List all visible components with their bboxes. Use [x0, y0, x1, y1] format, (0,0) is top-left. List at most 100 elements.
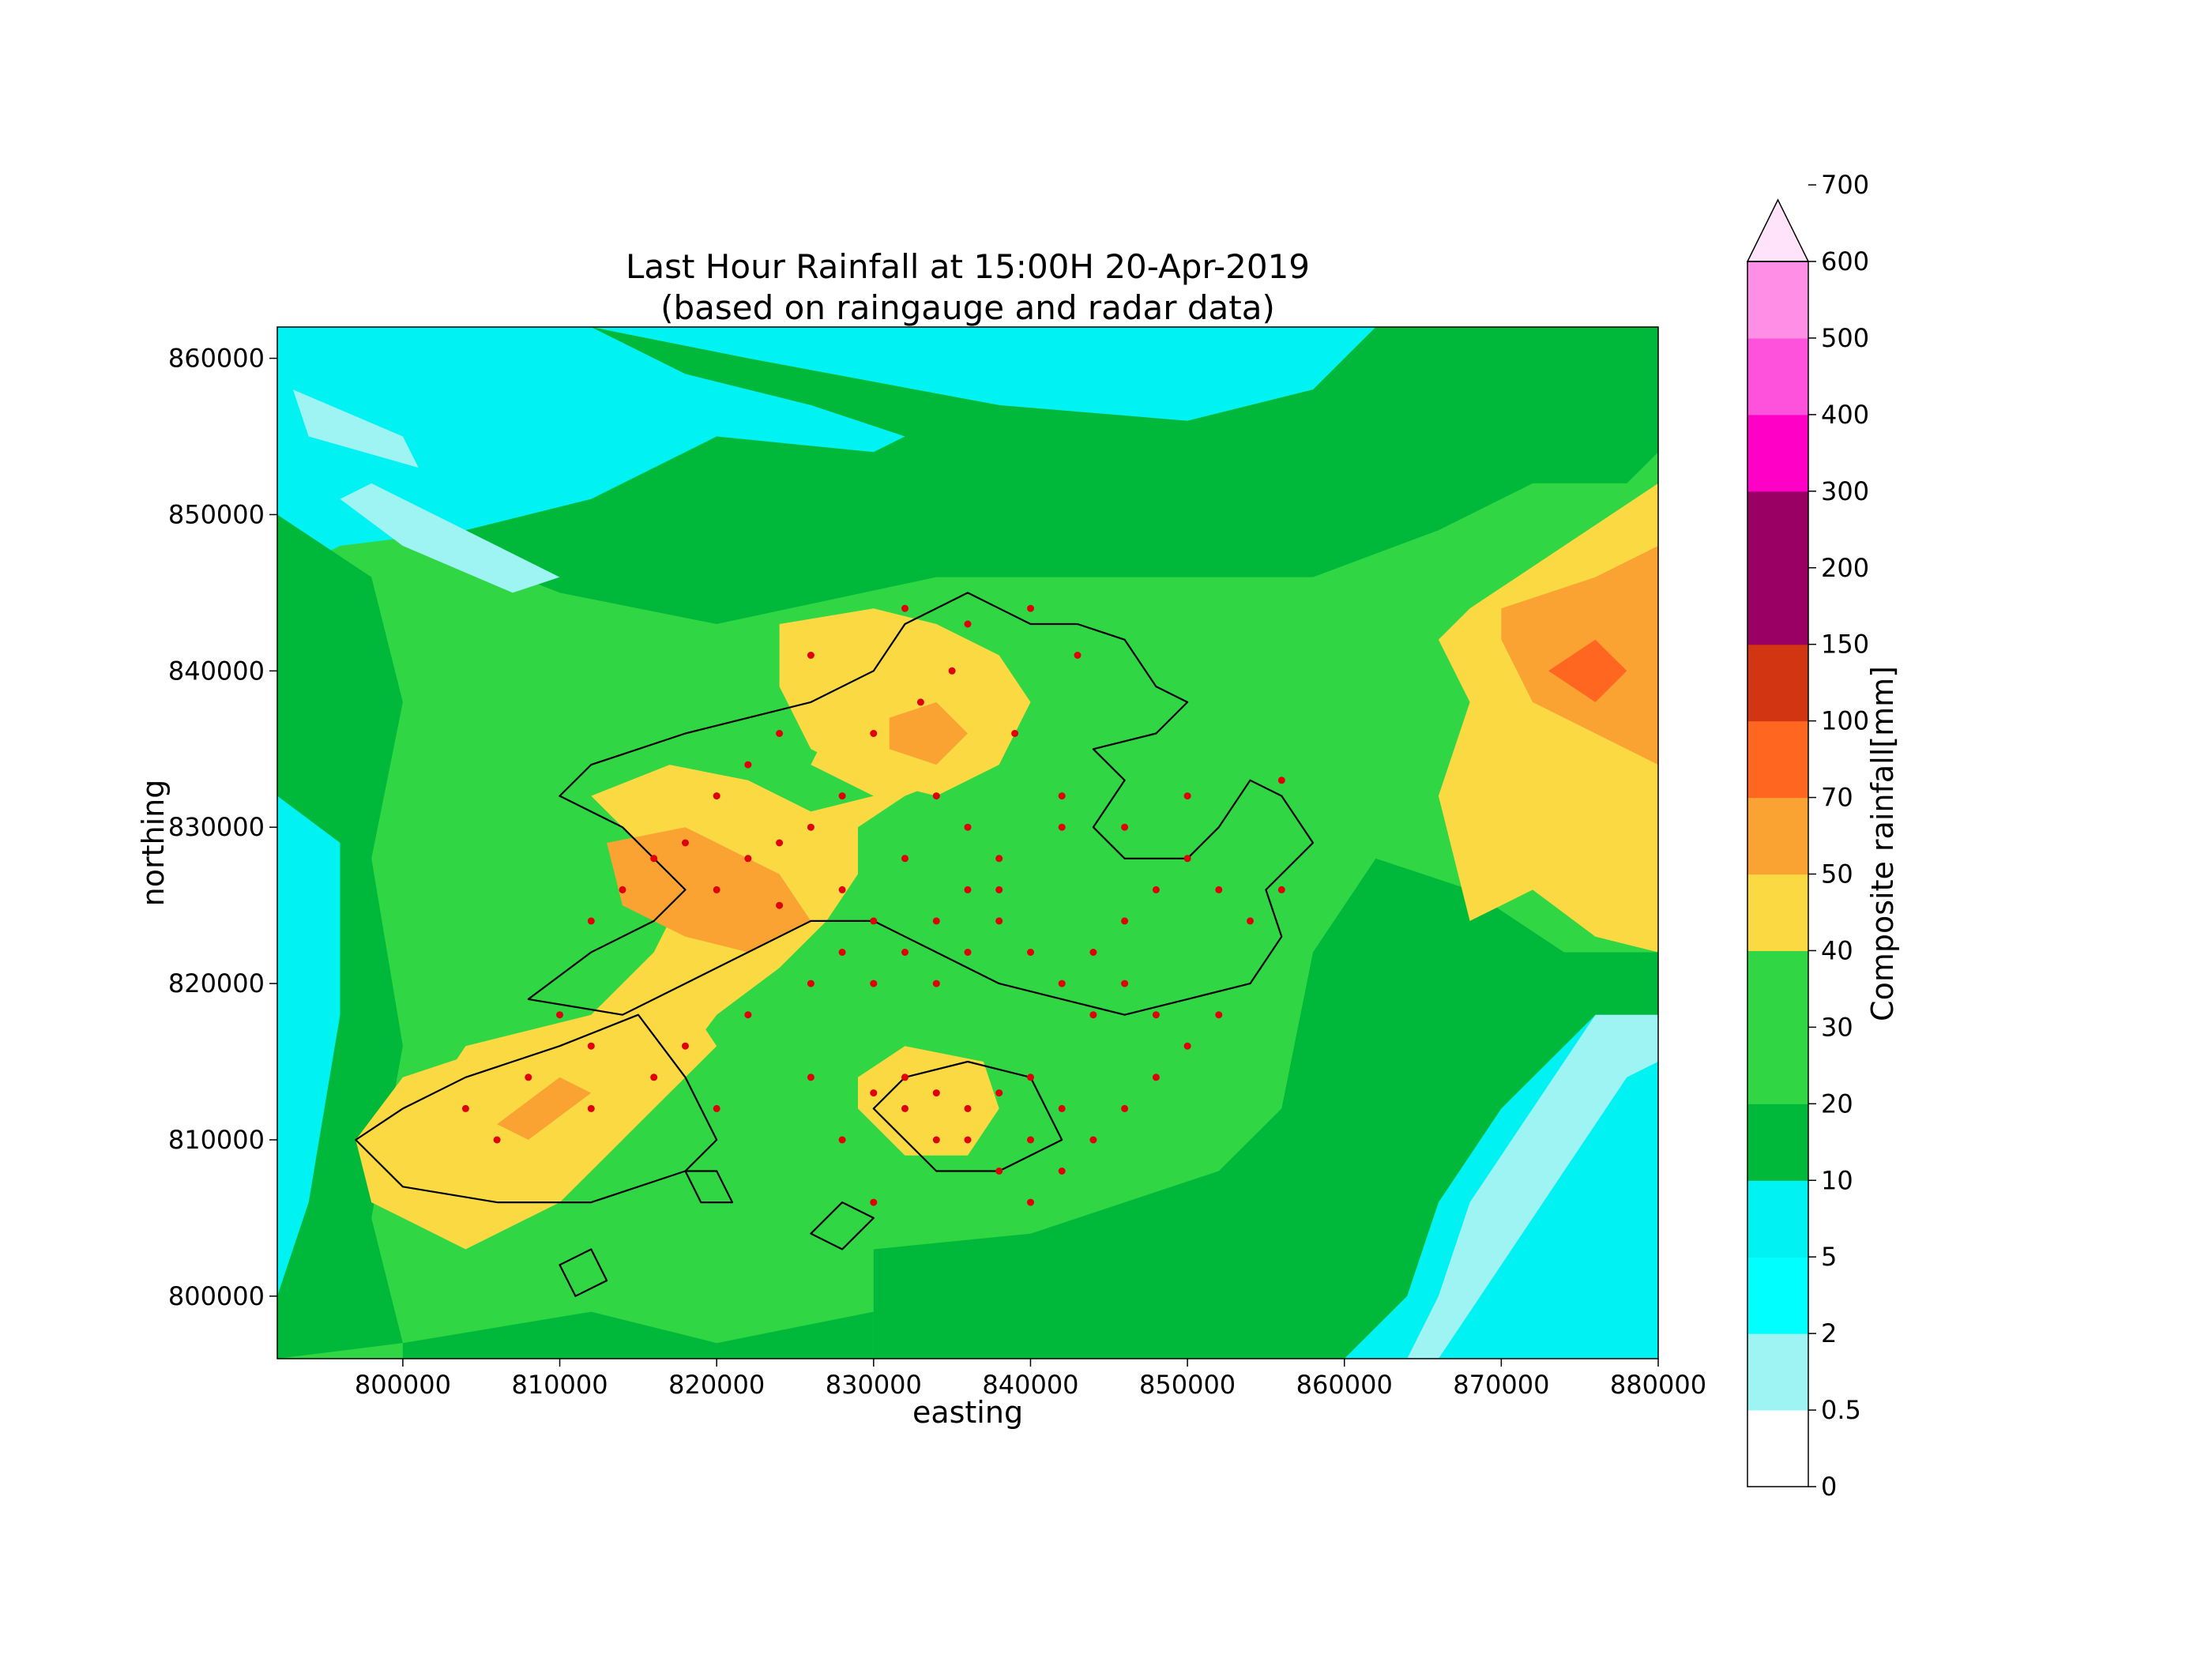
field-region-light-cyan-se — [1407, 1014, 1658, 1359]
raingauge-point — [1027, 1198, 1034, 1206]
colorbar-segment — [1747, 1333, 1808, 1411]
raingauge-point — [870, 1198, 878, 1206]
raingauge-point — [838, 792, 846, 800]
x-tick-label: 800000 — [355, 1370, 451, 1400]
coastline-segment-2 — [872, 1060, 1063, 1172]
raingauge-point — [1011, 730, 1019, 737]
colorbar-label: Composite rainfall[mm] — [1865, 666, 1900, 1021]
raingauge-point — [995, 917, 1003, 925]
y-tick-label: 800000 — [168, 1281, 265, 1311]
raingauge-point — [713, 1104, 720, 1112]
x-tick-label: 830000 — [826, 1370, 922, 1400]
colorbar-tick-label: 100 — [1821, 706, 1869, 736]
raingauge-point — [1183, 792, 1191, 800]
coastline-segment-1 — [355, 1013, 718, 1204]
colorbar-tick-label: 200 — [1821, 553, 1869, 583]
raingauge-point — [1058, 1104, 1066, 1112]
colorbar-tick-label: 0.5 — [1821, 1395, 1861, 1425]
colorbar-segment — [1747, 797, 1808, 875]
field-region-light-cyan-nw2 — [340, 483, 560, 593]
colorbar-segment — [1747, 644, 1808, 722]
coastline — [355, 592, 1315, 1297]
colorbar-tick-label: 10 — [1821, 1165, 1853, 1195]
raingauge-point — [776, 839, 784, 847]
raingauge-point — [1058, 1168, 1066, 1175]
colorbar-tick-label: 400 — [1821, 400, 1869, 430]
raingauge-point — [964, 949, 972, 956]
raingauge-point — [525, 1074, 532, 1081]
colorbar-segment — [1747, 414, 1808, 492]
raingauge-point — [1215, 1011, 1223, 1019]
raingauge-point — [1247, 917, 1254, 925]
raingauge-point — [807, 980, 814, 987]
raingauge-point — [807, 1074, 814, 1081]
raingauge-point — [1121, 823, 1129, 831]
raingauge-point — [995, 855, 1003, 863]
raingauge-point — [807, 823, 814, 831]
raingauge-point — [682, 1042, 689, 1050]
raingauge-point — [901, 855, 908, 863]
colorbar-tick-label: 70 — [1821, 783, 1853, 813]
plot-frame — [276, 326, 1659, 1359]
raingauge-point — [587, 917, 595, 925]
raingauge-point — [1152, 886, 1160, 893]
raingauge-point — [932, 1136, 940, 1144]
x-axis: 800000 810000 820000 830000 840000 850000 8600… — [355, 1359, 1706, 1400]
raingauge-point — [995, 886, 1003, 893]
raingauge-point — [1089, 949, 1097, 956]
raingauge-point — [1058, 980, 1066, 987]
raingauge-point — [713, 792, 720, 800]
raingauge-point — [1058, 823, 1066, 831]
raingauge-point — [995, 1089, 1003, 1097]
field-region-cyan-nw — [277, 327, 1376, 421]
raingauge-point — [995, 1168, 1003, 1175]
field-region-dark-orange-east — [1548, 639, 1627, 702]
raingauge-point — [1089, 1136, 1097, 1144]
field-region-orange-n — [889, 701, 968, 765]
raingauge-point — [744, 761, 752, 769]
x-tick-label: 870000 — [1453, 1370, 1549, 1400]
raingauge-point — [776, 901, 784, 909]
raingauge-point — [1074, 652, 1082, 659]
raingauge-point — [1027, 1136, 1034, 1144]
raingauge-point — [901, 1074, 908, 1081]
colorbar-segment — [1747, 1257, 1808, 1334]
raingauge-point — [964, 620, 972, 628]
coastline-segment-5 — [559, 1248, 608, 1297]
colorbar-tick-label: 2 — [1821, 1318, 1837, 1348]
raingauge-point — [870, 1089, 878, 1097]
x-tick-label: 820000 — [668, 1370, 765, 1400]
raingauge-point — [1152, 1011, 1160, 1019]
x-tick-label: 880000 — [1610, 1370, 1706, 1400]
colorbar-tick-label: 700 — [1821, 170, 1869, 200]
field-region-dark-green-s — [402, 1311, 874, 1359]
colorbar-segment — [1747, 1027, 1808, 1104]
y-tick-label: 840000 — [168, 656, 265, 686]
raingauge-point — [1027, 604, 1034, 612]
y-tick-label: 850000 — [168, 499, 265, 529]
raingauge-point — [964, 1104, 972, 1112]
colorbar-tick-label: 20 — [1821, 1089, 1853, 1119]
raingauge-point — [932, 1089, 940, 1097]
colorbar-segment — [1747, 1410, 1808, 1487]
raingauge-point — [587, 1104, 595, 1112]
field-region-orange-nw — [607, 827, 811, 953]
colorbar-tick-label: 30 — [1821, 1012, 1853, 1042]
colorbar-segment — [1747, 720, 1808, 799]
raingauge-point — [964, 1136, 972, 1144]
colorbar-tick-label: 5 — [1821, 1242, 1837, 1272]
colorbar-segment — [1747, 337, 1808, 416]
colorbar-tick-label: 150 — [1821, 630, 1869, 660]
raingauge-point — [776, 730, 784, 737]
raingauge-point — [587, 1042, 595, 1050]
y-axis: 800000 810000 820000 830000 840000 850000 8600… — [168, 344, 277, 1311]
field-region-cyan-w — [277, 795, 340, 1296]
raingauge-point — [901, 949, 908, 956]
colorbar-segment — [1747, 261, 1808, 339]
colorbar-tick-label: 50 — [1821, 859, 1853, 889]
y-tick-label: 810000 — [168, 1125, 265, 1155]
colorbar-tick-label: 500 — [1821, 323, 1869, 353]
raingauge-point — [932, 980, 940, 987]
raingauge-point — [870, 917, 878, 925]
